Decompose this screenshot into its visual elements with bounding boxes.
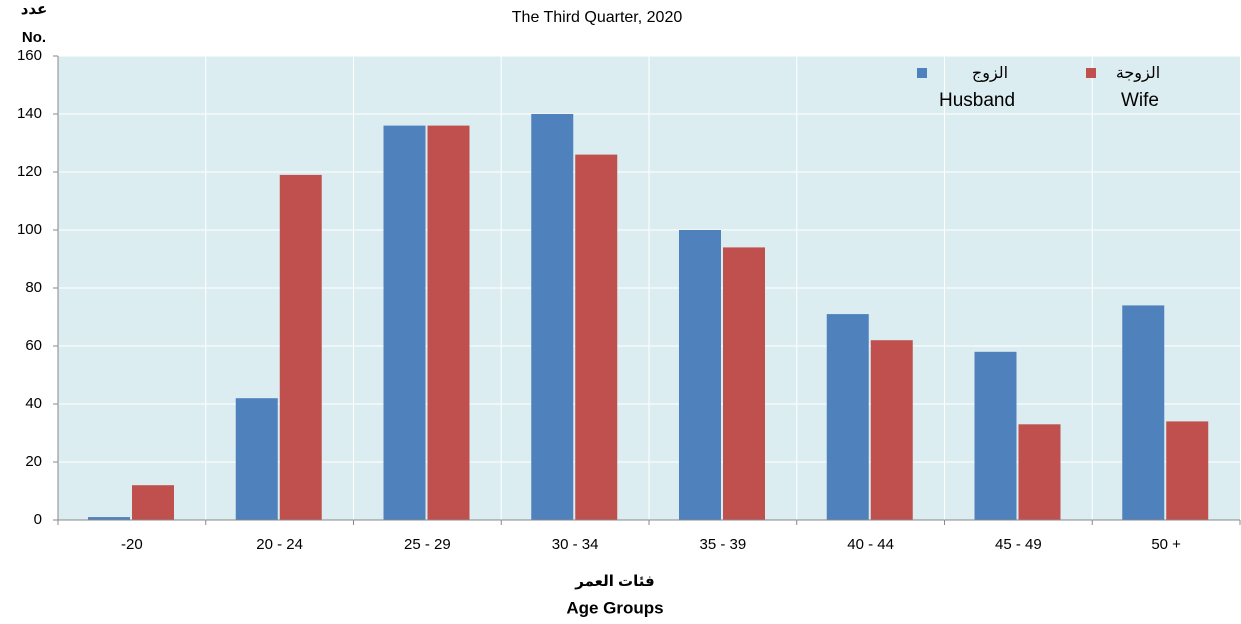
x-axis-label: Age Groups — [566, 598, 663, 617]
x-axis-label-ar: فئات العمر — [574, 573, 654, 590]
y-tick-label: 80 — [25, 279, 42, 296]
bar — [132, 485, 174, 520]
legend-label: Husband — [939, 90, 1015, 111]
legend-label-ar: الزوجة — [1116, 65, 1160, 83]
legend-label-ar: الزوج — [972, 65, 1008, 83]
chart-title: The Third Quarter, 2020 — [512, 9, 683, 26]
y-tick-label: 20 — [25, 453, 42, 470]
bar — [1122, 305, 1165, 520]
bar — [723, 247, 765, 520]
bar — [1018, 424, 1061, 520]
bar — [575, 154, 618, 520]
y-tick-label: 60 — [25, 337, 42, 354]
bar — [235, 398, 278, 520]
y-tick-label: 100 — [17, 221, 42, 238]
y-axis-label: No. — [22, 29, 46, 46]
x-tick-label: 25 - 29 — [404, 536, 451, 553]
y-axis-label-ar: عدد — [21, 1, 48, 18]
x-tick-label: 45 - 49 — [995, 536, 1042, 553]
bar — [826, 314, 869, 520]
x-tick-label: 40 - 44 — [847, 536, 894, 553]
x-tick-label: 35 - 39 — [700, 536, 747, 553]
y-tick-label: 40 — [25, 395, 42, 412]
legend-swatch — [1086, 68, 1096, 78]
x-tick-label: 30 - 34 — [552, 536, 599, 553]
bar — [974, 351, 1017, 520]
bar — [88, 517, 130, 520]
x-tick-label: 50 + — [1151, 536, 1181, 553]
y-tick-label: 140 — [17, 105, 42, 122]
y-tick-label: 120 — [17, 163, 42, 180]
legend-label: Wife — [1121, 90, 1159, 111]
bar — [279, 174, 322, 520]
bar — [427, 125, 470, 520]
bar — [1166, 421, 1209, 520]
bar — [531, 114, 574, 520]
x-tick-label: -20 — [121, 536, 143, 553]
y-tick-label: 0 — [34, 511, 42, 528]
y-tick-label: 160 — [17, 47, 42, 64]
legend-swatch — [917, 68, 927, 78]
bar — [870, 340, 913, 520]
x-tick-label: 20 - 24 — [256, 536, 303, 553]
bar — [383, 125, 426, 520]
bar — [679, 230, 721, 520]
